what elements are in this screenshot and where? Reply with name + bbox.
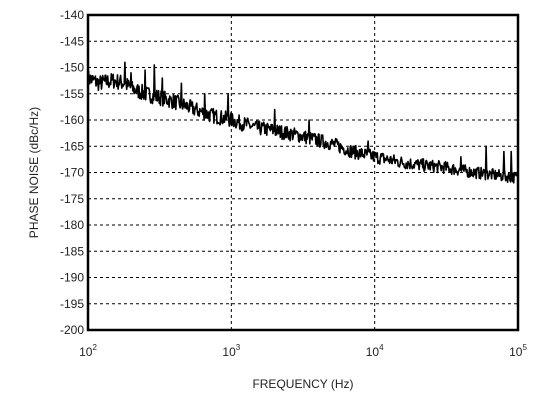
x-tick-exponent: 2 xyxy=(92,343,97,352)
x-tick-base: 10 xyxy=(79,345,93,359)
y-tick-label: -200 xyxy=(60,323,84,337)
y-tick-label: -195 xyxy=(60,297,84,311)
x-tick-labels: 102 103 104 105 xyxy=(79,343,527,359)
x-tick-label: 104 xyxy=(366,343,384,359)
y-tick-label: -165 xyxy=(60,139,84,153)
y-tick-label: -140 xyxy=(60,8,84,22)
y-tick-label: -185 xyxy=(60,244,84,258)
y-tick-label: -160 xyxy=(60,113,84,127)
x-axis-label: FREQUENCY (Hz) xyxy=(252,377,353,391)
y-tick-label: -150 xyxy=(60,61,84,75)
y-tick-labels: -140 -145 -150 -155 -160 -165 -170 -175 -180 -185… xyxy=(60,8,84,337)
y-tick-label: -145 xyxy=(60,34,84,48)
y-axis-label: PHASE NOISE (dBc/Hz) xyxy=(27,107,41,238)
x-tick-base: 10 xyxy=(366,345,380,359)
y-tick-label: -180 xyxy=(60,218,84,232)
x-tick-base: 10 xyxy=(509,345,523,359)
y-tick-label: -155 xyxy=(60,87,84,101)
x-tick-exponent: 4 xyxy=(379,343,384,352)
x-tick-label: 105 xyxy=(509,343,527,359)
x-tick-exponent: 3 xyxy=(236,343,241,352)
grid-lines xyxy=(88,15,518,330)
y-tick-label: -190 xyxy=(60,271,84,285)
x-tick-base: 10 xyxy=(222,345,236,359)
x-tick-label: 103 xyxy=(222,343,240,359)
x-tick-label: 102 xyxy=(79,343,97,359)
phase-noise-series-line xyxy=(87,61,519,184)
plot-frame xyxy=(86,13,520,332)
y-tick-label: -175 xyxy=(60,192,84,206)
x-tick-exponent: 5 xyxy=(522,343,527,352)
y-tick-label: -170 xyxy=(60,166,84,180)
